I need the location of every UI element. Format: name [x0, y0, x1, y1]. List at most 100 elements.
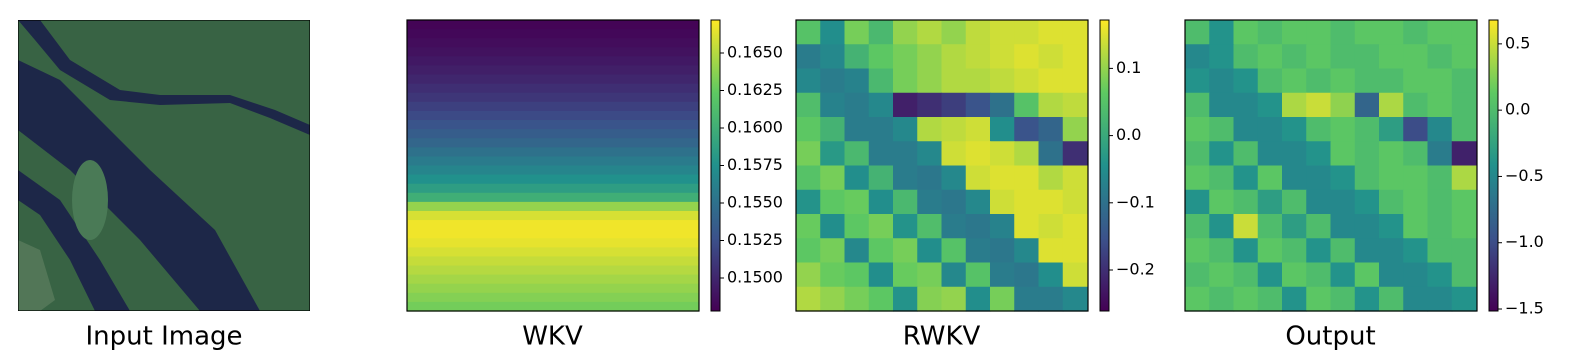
heatmap-cell — [1185, 20, 1210, 45]
heatmap-cell — [990, 20, 1015, 45]
heatmap-row — [407, 65, 699, 76]
heatmap-cell — [965, 165, 991, 191]
heatmap-cell — [1403, 262, 1429, 288]
heatmap-cell — [990, 286, 1015, 312]
heatmap-cell — [1014, 165, 1040, 191]
heatmap-cell — [965, 262, 991, 288]
heatmap-cell — [1379, 238, 1404, 264]
heatmap-cell — [1306, 141, 1332, 167]
heatmap-cell — [990, 141, 1015, 167]
heatmap-cell — [1403, 68, 1429, 94]
heatmap-cell — [844, 44, 870, 70]
heatmap-cell — [893, 165, 918, 191]
heatmap-cell — [1209, 20, 1235, 45]
heatmap-cell — [1403, 165, 1429, 191]
heatmap-cell — [1451, 68, 1477, 94]
heatmap-cell — [1282, 262, 1307, 288]
heatmap-cell — [917, 68, 943, 94]
heatmap-cell — [990, 262, 1015, 288]
heatmap-cell — [820, 286, 846, 312]
colorbar-tick-label: 0.0 — [1505, 100, 1530, 119]
heatmap-cell — [1233, 68, 1259, 94]
panel-title: WKV — [522, 322, 583, 352]
heatmap-cell — [1282, 92, 1307, 118]
heatmap-cell — [1330, 92, 1356, 118]
heatmap-cell — [917, 92, 943, 118]
colorbar-tick-label: 0.1600 — [727, 118, 783, 137]
heatmap-cell — [917, 214, 943, 239]
heatmap-cell — [893, 92, 918, 118]
heatmap-cell — [1257, 44, 1283, 70]
heatmap-cell — [1038, 20, 1064, 45]
heatmap-cell — [965, 117, 991, 142]
heatmap-cell — [1062, 165, 1088, 191]
heatmap-row — [407, 92, 699, 103]
heatmap-cell — [990, 238, 1015, 264]
colorbar-tick-label: 0.1550 — [727, 193, 783, 212]
heatmap-cell — [796, 262, 821, 288]
heatmap-cell — [1354, 44, 1380, 70]
heatmap-cell — [1233, 141, 1259, 167]
heatmap-cell — [1233, 214, 1259, 239]
heatmap-cell — [917, 238, 943, 264]
heatmap-cell — [1427, 68, 1453, 94]
heatmap-cell — [1379, 20, 1404, 45]
heatmap-cell — [1451, 20, 1477, 45]
heatmap-cell — [1403, 92, 1429, 118]
colorbar-tick-label: −0.5 — [1505, 166, 1544, 185]
heatmap-cell — [820, 44, 846, 70]
heatmap-cell — [941, 141, 967, 167]
heatmap-cell — [844, 20, 870, 45]
heatmap-cell — [1403, 238, 1429, 264]
heatmap-cell — [1451, 141, 1477, 167]
heatmap-cell — [844, 262, 870, 288]
heatmap-cell — [1451, 44, 1477, 70]
heatmap-cell — [1233, 44, 1259, 70]
heatmap-cell — [796, 238, 821, 264]
heatmap-cell — [893, 238, 918, 264]
heatmap-cell — [1379, 165, 1404, 191]
heatmap-cell — [1427, 165, 1453, 191]
heatmap-cell — [820, 20, 846, 45]
heatmap-row — [407, 220, 699, 230]
heatmap-cell — [1038, 68, 1064, 94]
heatmap-cell — [941, 286, 967, 312]
heatmap-cell — [941, 92, 967, 118]
heatmap-cell — [844, 165, 870, 191]
heatmap-cell — [1330, 286, 1356, 312]
heatmap-row — [407, 129, 699, 139]
heatmap-cell — [1451, 214, 1477, 239]
heatmap-cell — [941, 117, 967, 142]
heatmap-row — [407, 210, 699, 221]
heatmap-cell — [1427, 44, 1453, 70]
heatmap-cell — [1185, 214, 1210, 239]
heatmap-row — [407, 274, 699, 285]
heatmap-cell — [1014, 68, 1040, 94]
heatmap-row — [407, 120, 699, 130]
heatmap-cell — [844, 214, 870, 239]
colorbar-tick-label: −0.2 — [1116, 260, 1155, 279]
heatmap-cell — [1209, 68, 1235, 94]
heatmap-cell — [1354, 165, 1380, 191]
heatmap-cell — [1330, 189, 1356, 215]
heatmap-cell — [1354, 92, 1380, 118]
heatmap-cell — [844, 117, 870, 142]
heatmap-cell — [1282, 20, 1307, 45]
heatmap-cell — [917, 44, 943, 70]
heatmap-cell — [917, 189, 943, 215]
heatmap-cell — [990, 44, 1015, 70]
heatmap-cell — [990, 92, 1015, 118]
heatmap-cell — [844, 238, 870, 264]
heatmap-cell — [1038, 214, 1064, 239]
panel-title: RWKV — [903, 322, 981, 352]
heatmap-row — [407, 83, 699, 94]
input-image — [18, 20, 310, 311]
heatmap-row — [407, 29, 699, 39]
heatmap-cell — [1233, 238, 1259, 264]
heatmap-cell — [941, 68, 967, 94]
colorbar — [1099, 19, 1110, 312]
heatmap-cell — [1330, 20, 1356, 45]
heatmap-cell — [1379, 286, 1404, 312]
heatmap-cell — [1185, 165, 1210, 191]
heatmap-cell — [1209, 214, 1235, 239]
